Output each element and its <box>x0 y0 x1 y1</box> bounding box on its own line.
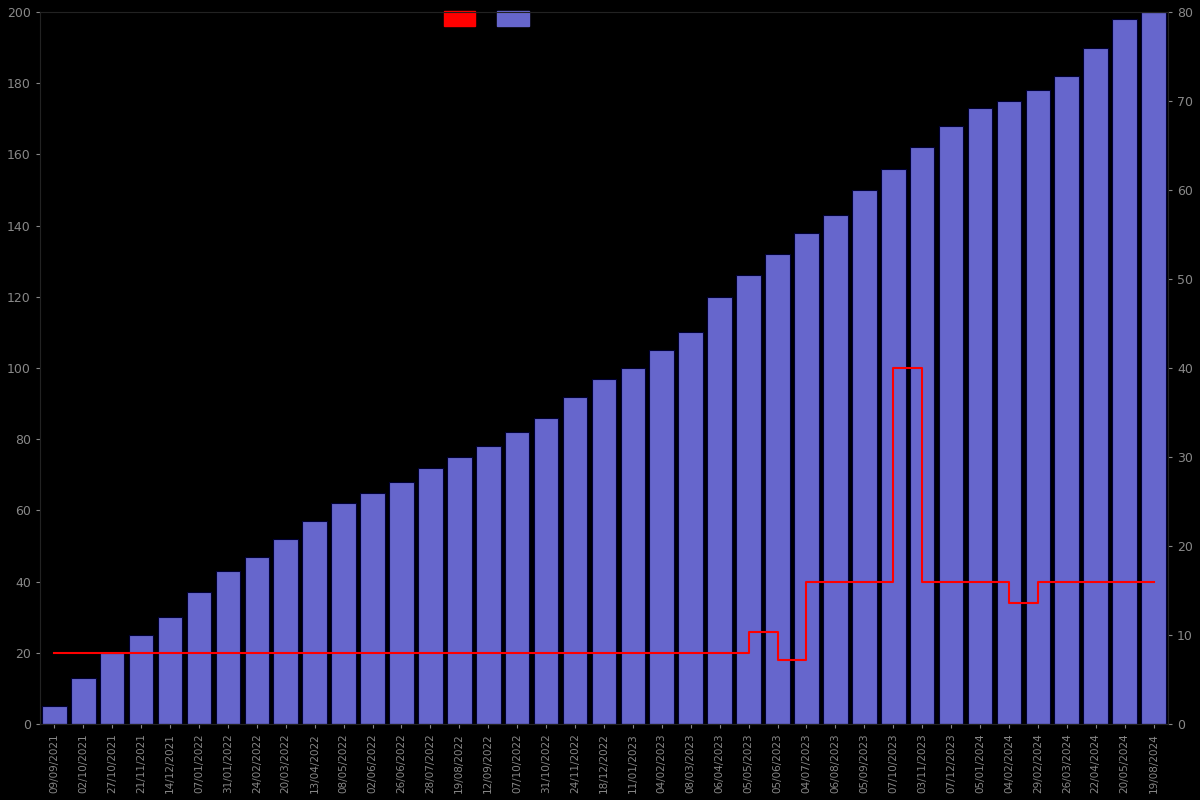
Bar <box>534 418 558 724</box>
Legend: , : , <box>444 11 539 26</box>
Bar <box>678 333 703 724</box>
Bar <box>216 571 240 724</box>
Bar <box>1141 12 1166 724</box>
Bar <box>649 350 674 724</box>
Bar <box>418 468 443 724</box>
Bar <box>592 378 617 724</box>
Bar <box>1026 90 1050 724</box>
Bar <box>331 503 356 724</box>
Bar <box>245 557 269 724</box>
Bar <box>1084 47 1108 724</box>
Bar <box>389 482 414 724</box>
Bar <box>505 432 529 724</box>
Bar <box>1112 19 1136 724</box>
Bar <box>1055 76 1079 724</box>
Bar <box>71 678 96 724</box>
Bar <box>707 297 732 724</box>
Bar <box>938 126 964 724</box>
Bar <box>274 539 298 724</box>
Bar <box>852 190 876 724</box>
Bar <box>737 275 761 724</box>
Bar <box>967 108 992 724</box>
Bar <box>997 101 1021 724</box>
Bar <box>823 215 847 724</box>
Bar <box>476 446 500 724</box>
Bar <box>157 618 182 724</box>
Bar <box>42 706 67 724</box>
Bar <box>620 368 646 724</box>
Bar <box>563 397 587 724</box>
Bar <box>448 457 472 724</box>
Bar <box>766 254 790 724</box>
Bar <box>302 521 326 724</box>
Bar <box>910 147 935 724</box>
Bar <box>794 233 818 724</box>
Bar <box>881 169 906 724</box>
Bar <box>100 653 125 724</box>
Bar <box>360 493 385 724</box>
Bar <box>128 635 154 724</box>
Bar <box>187 592 211 724</box>
